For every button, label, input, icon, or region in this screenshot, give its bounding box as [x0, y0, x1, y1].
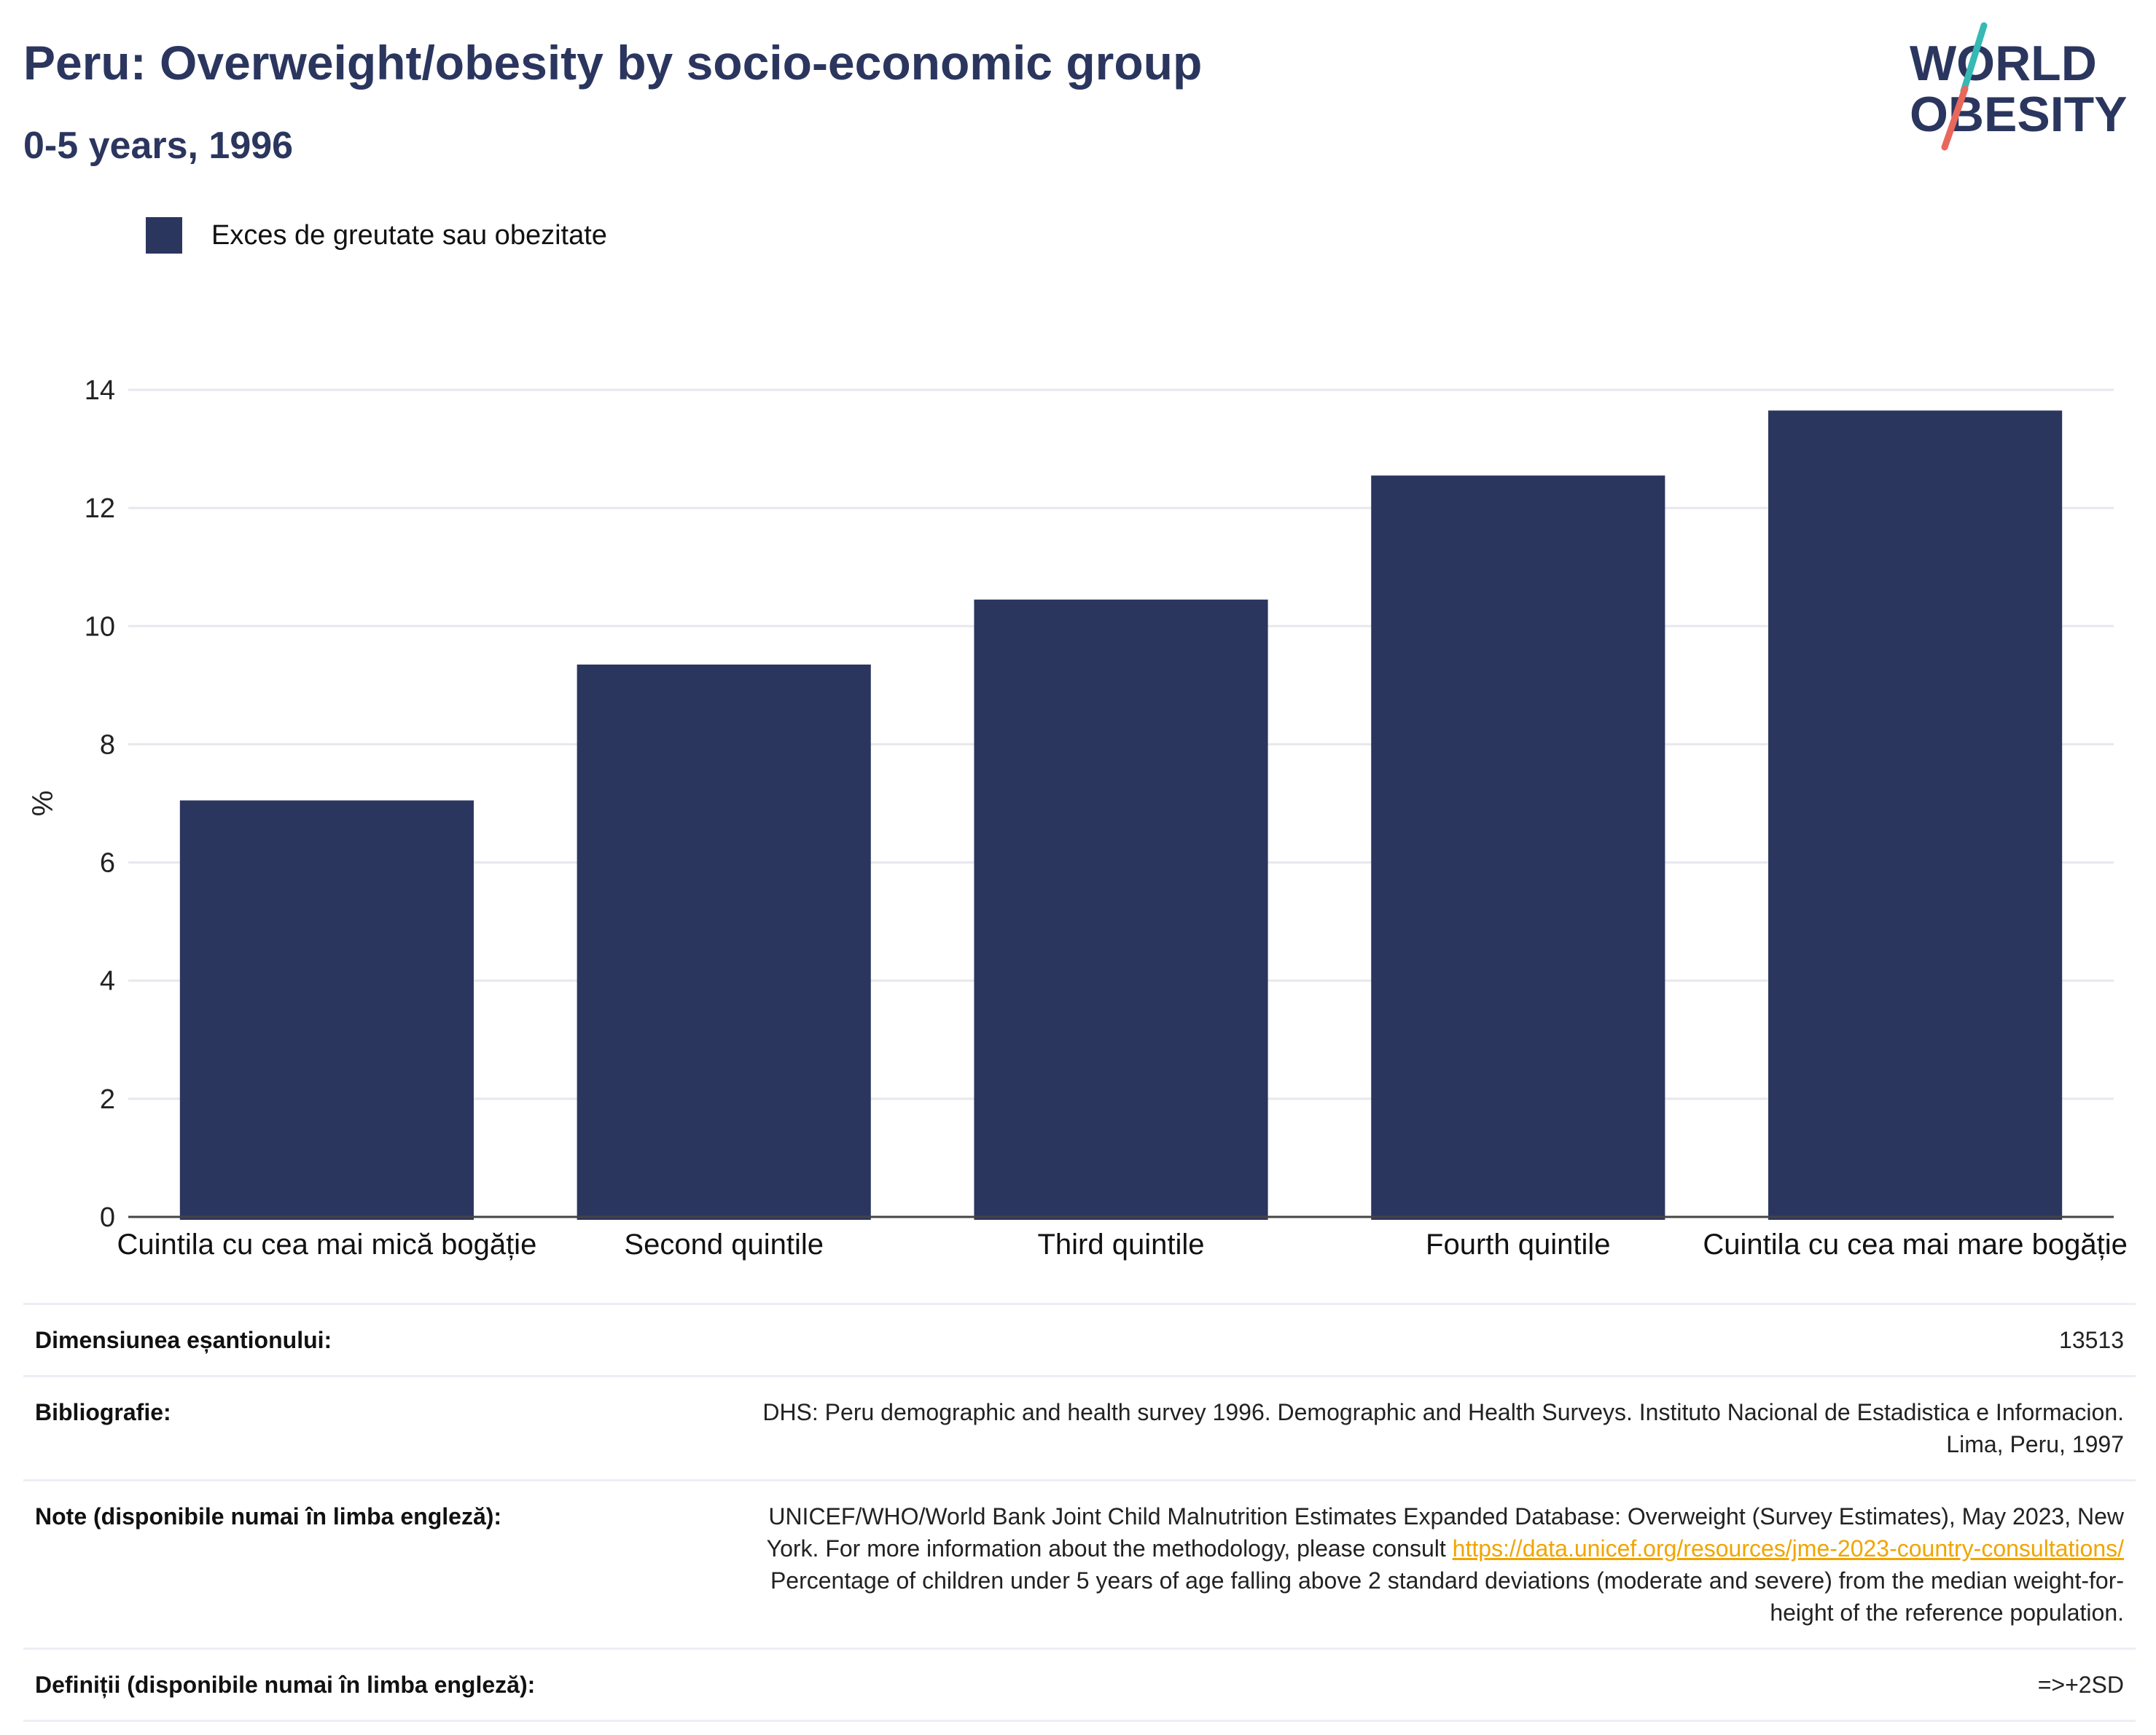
info-row-sample: Dimensiunea eșantionului: 13513: [23, 1304, 2136, 1376]
definitions-label: Definiții (disponibile numai în limba en…: [35, 1672, 536, 1698]
notes-line-4: height of the reference population.: [1770, 1599, 2124, 1626]
bar: [1768, 410, 2063, 1220]
chart-title: Peru: Overweight/obesity by socio-econom…: [23, 36, 1203, 90]
x-tick-label: Cuintila cu cea mai mică bogăție: [117, 1229, 536, 1261]
y-tick-label: 14: [85, 375, 115, 406]
info-table: Dimensiunea eșantionului: 13513 Bibliogr…: [23, 1303, 2136, 1722]
legend-label: Exces de greutate sau obezitate: [211, 219, 607, 251]
logo-text-world: WORLD: [1910, 36, 2097, 91]
bar: [974, 599, 1268, 1220]
legend-swatch: [146, 217, 182, 254]
logo-slash-top-icon: [1960, 22, 1988, 95]
methodology-link[interactable]: https://data.unicef.org/resources/jme-20…: [1452, 1535, 2124, 1562]
bar: [179, 800, 474, 1220]
world-obesity-logo[interactable]: WORLD OBESITY: [1895, 22, 2143, 153]
info-row-bibliography: Bibliografie: DHS: Peru demographic and …: [23, 1376, 2136, 1481]
definitions-value: =>+2SD: [2037, 1672, 2124, 1698]
x-tick-label: Third quintile: [1037, 1229, 1204, 1261]
notes-line-2: York. For more information about the met…: [766, 1535, 1446, 1562]
y-tick-label: 2: [100, 1084, 115, 1115]
x-tick-label: Fourth quintile: [1426, 1229, 1610, 1261]
logo-slash-bottom-icon: [1941, 85, 1969, 151]
chart-subtitle: 0-5 years, 1996: [23, 125, 294, 167]
notes-line-1: UNICEF/WHO/World Bank Joint Child Malnut…: [768, 1503, 2124, 1530]
y-tick-label: 6: [100, 848, 115, 879]
bar-chart: 0 2 4 6 8 10 12 14% Cuintila cu cea mai mică bog…: [27, 375, 2128, 1261]
y-tick-label: 0: [100, 1202, 115, 1233]
notes-label: Note (disponibile numai în limba engleză…: [35, 1503, 502, 1530]
bibliography-label: Bibliografie:: [35, 1399, 171, 1425]
y-tick-label: 10: [85, 611, 115, 642]
info-row-notes: Note (disponibile numai în limba engleză…: [23, 1480, 2136, 1649]
bibliography-line-1: DHS: Peru demographic and health survey …: [762, 1399, 2124, 1425]
y-tick-label: 8: [100, 729, 115, 760]
bibliography-value: DHS: Peru demographic and health survey …: [601, 1376, 2136, 1481]
y-tick-label: 4: [100, 966, 115, 997]
x-tick-label: Cuintila cu cea mai mare bogăție: [1703, 1229, 2128, 1261]
y-axis-label: %: [27, 791, 59, 817]
notes-line-3: Percentage of children under 5 years of …: [770, 1567, 2124, 1594]
notes-value: UNICEF/WHO/World Bank Joint Child Malnut…: [601, 1481, 2136, 1649]
y-tick-label: 12: [85, 493, 115, 524]
info-row-definitions: Definiții (disponibile numai în limba en…: [23, 1648, 2136, 1721]
bar: [1371, 475, 1665, 1220]
logo-text-obesity: OBESITY: [1910, 87, 2128, 142]
sample-size-value: 13513: [2059, 1327, 2124, 1353]
bibliography-line-2: Lima, Peru, 1997: [1946, 1431, 2124, 1457]
bar: [577, 664, 871, 1220]
chart-legend[interactable]: Exces de greutate sau obezitate: [146, 216, 607, 255]
sample-size-label: Dimensiunea eșantionului:: [35, 1327, 332, 1353]
x-tick-label: Second quintile: [624, 1229, 824, 1261]
